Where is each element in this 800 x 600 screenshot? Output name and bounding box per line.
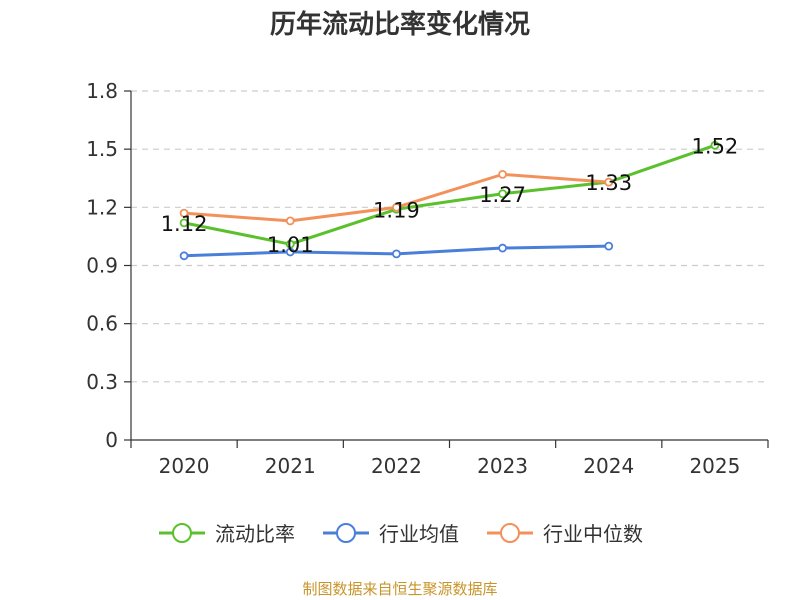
x-tick-label: 2021 bbox=[265, 454, 316, 478]
data-point bbox=[498, 169, 507, 179]
data-label: 1.33 bbox=[585, 171, 632, 195]
data-point bbox=[179, 218, 189, 228]
y-tick-label: 1.8 bbox=[86, 79, 118, 103]
y-tick-label: 0.6 bbox=[86, 312, 118, 336]
x-tick-label: 2023 bbox=[477, 454, 528, 478]
data-label: 1.27 bbox=[479, 183, 526, 207]
y-tick-label: 0.9 bbox=[86, 254, 118, 278]
source-note: 制图数据来自恒生聚源数据库 bbox=[302, 580, 498, 598]
legend-marker bbox=[172, 522, 192, 543]
series-lines bbox=[179, 140, 720, 261]
legend-line-circle-icon bbox=[323, 522, 369, 543]
x-tick-label: 2022 bbox=[371, 454, 422, 478]
data-point bbox=[604, 241, 614, 251]
data-label: 1.01 bbox=[267, 233, 314, 257]
x-tick-label: 2024 bbox=[583, 454, 634, 478]
legend-marker bbox=[336, 522, 356, 543]
y-tick-label: 0 bbox=[105, 428, 118, 452]
data-point bbox=[498, 243, 507, 253]
legend-label: 行业中位数 bbox=[543, 522, 643, 546]
chart-title: 历年流动比率变化情况 bbox=[269, 10, 530, 40]
legend-item[interactable]: 行业中位数 bbox=[485, 518, 643, 547]
legend: 流动比率 行业均值 行业中位数 bbox=[0, 518, 800, 547]
data-label: 1.52 bbox=[692, 134, 739, 158]
legend-item[interactable]: 流动比率 bbox=[157, 518, 295, 547]
data-point bbox=[498, 189, 507, 199]
data-point bbox=[392, 202, 401, 212]
data-label: 1.12 bbox=[161, 212, 208, 236]
data-label: 1.19 bbox=[373, 198, 420, 222]
data-labels: 1.12 1.01 1.19 1.27 1.33 1.52 bbox=[161, 134, 739, 257]
y-tick-label: 0.3 bbox=[86, 370, 118, 394]
legend-item[interactable]: 行业均值 bbox=[321, 518, 459, 547]
y-tick-label: 1.5 bbox=[86, 137, 118, 161]
data-point bbox=[710, 140, 720, 150]
legend-line-circle-icon bbox=[159, 522, 205, 543]
x-tick-label: 2025 bbox=[689, 454, 740, 478]
data-point bbox=[179, 208, 189, 218]
legend-marker bbox=[500, 522, 520, 543]
data-point bbox=[604, 177, 614, 187]
data-point bbox=[392, 249, 401, 259]
axes: 0 0.3 0.6 0.9 1.2 1.5 1.8 2020 2021 2022 2023 2024 2… bbox=[86, 79, 769, 478]
legend-label: 行业均值 bbox=[379, 522, 459, 546]
legend-label: 流动比率 bbox=[215, 522, 295, 546]
data-point bbox=[285, 216, 295, 226]
grid-lines bbox=[131, 90, 768, 383]
x-tick-label: 2020 bbox=[159, 454, 210, 478]
series-line-0 bbox=[183, 143, 716, 246]
y-tick-label: 1.2 bbox=[86, 195, 118, 219]
data-point bbox=[285, 247, 295, 257]
data-point bbox=[179, 251, 189, 261]
legend-line-circle-icon bbox=[487, 522, 533, 543]
